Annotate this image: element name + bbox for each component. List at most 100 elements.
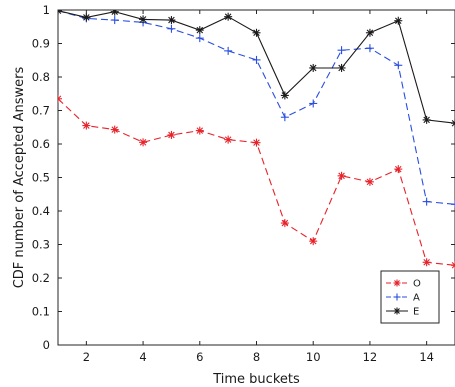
x-tick-label: 2 xyxy=(83,350,90,364)
series-a-point xyxy=(167,24,176,33)
legend-item-e-marker xyxy=(393,307,401,315)
y-tick-label: 0.2 xyxy=(32,271,50,285)
series-e-point-d2 xyxy=(309,64,317,72)
series-o-point xyxy=(139,138,148,147)
series-e-point xyxy=(110,10,119,16)
series-o-point xyxy=(167,130,176,139)
series-e-point xyxy=(82,13,91,22)
series-e-point-d2 xyxy=(281,92,289,99)
series-e-point-d2 xyxy=(423,116,430,124)
legend-item-o-marker-d2 xyxy=(394,280,400,286)
series-o-point xyxy=(451,261,455,270)
y-tick-label: 0.4 xyxy=(32,204,50,218)
series-e-point-d2 xyxy=(111,10,118,15)
legend-item-o-label: O xyxy=(413,279,421,290)
series-e-point xyxy=(139,15,148,24)
x-tick-label: 6 xyxy=(196,350,203,364)
series-o-point-d2 xyxy=(168,131,175,139)
series-o-point-d2 xyxy=(451,264,455,269)
series-e-point-d1 xyxy=(58,10,62,14)
series-a-point xyxy=(451,200,455,209)
x-tick-label: 12 xyxy=(363,350,378,364)
series-o-point xyxy=(252,138,261,147)
series-a-point xyxy=(224,46,233,55)
series-e-point xyxy=(58,10,62,15)
series-o-point xyxy=(82,121,91,130)
series-o-point xyxy=(394,165,403,174)
series-e-point-d2 xyxy=(366,29,374,37)
series-o-point-d2 xyxy=(395,165,402,173)
series-a-point xyxy=(110,16,119,25)
series-o-point xyxy=(110,125,119,134)
series-o-point xyxy=(337,171,346,180)
x-tick-label: 14 xyxy=(419,350,434,364)
series-a xyxy=(58,10,455,209)
series-e-point-d2 xyxy=(253,29,260,37)
legend-item-o: O xyxy=(386,279,421,290)
series-o-point-d2 xyxy=(224,136,232,143)
x-tick-label: 10 xyxy=(306,350,321,364)
series-e-point xyxy=(422,115,431,124)
series-o-point-d2 xyxy=(111,126,118,133)
series-e-point xyxy=(224,12,233,21)
series-o-point-d2 xyxy=(139,139,147,146)
y-tick-label: 0.7 xyxy=(32,104,50,118)
y-tick-label: 0.3 xyxy=(32,238,50,252)
series-o-point-d2 xyxy=(366,178,374,186)
series-o-point-d2 xyxy=(338,172,345,180)
x-tick-label: 8 xyxy=(253,350,260,364)
series-o-point-d2 xyxy=(423,258,430,266)
series-a-point xyxy=(365,44,374,53)
legend-item-a-label: A xyxy=(413,293,420,304)
x-tick-label: 4 xyxy=(139,350,146,364)
y-tick-label: 0.6 xyxy=(32,137,50,151)
series-o-point xyxy=(195,126,204,135)
y-tick-label: 0 xyxy=(43,338,50,352)
series-o-point-d1 xyxy=(58,97,62,103)
legend: OAE xyxy=(380,270,440,324)
series-e-point xyxy=(167,16,176,25)
axis-layer: 00.10.20.30.40.50.60.70.80.912 4 6 8 10 12 14 xyxy=(32,3,455,364)
series-a-point xyxy=(337,46,346,55)
legend-item-a-marker xyxy=(393,293,401,301)
series-o-point xyxy=(224,135,233,144)
y-tick-label: 1 xyxy=(43,3,50,17)
series-o-point-d1 xyxy=(451,262,455,267)
series-e-point xyxy=(195,26,204,35)
series-o-point-d2 xyxy=(253,139,260,146)
series-o-point xyxy=(422,258,431,267)
y-tick-label: 0.1 xyxy=(32,305,50,319)
series-a-line xyxy=(58,10,455,205)
series-o-point-d2 xyxy=(196,127,204,134)
series-a-point xyxy=(195,34,204,43)
series-e-point-d2 xyxy=(196,26,204,34)
series-e-point-d1 xyxy=(451,119,455,125)
series-e-point xyxy=(365,28,374,37)
series-e-point xyxy=(451,119,455,128)
series-e-point xyxy=(309,63,318,72)
series-a-point xyxy=(394,61,403,70)
series-o-point-d2 xyxy=(58,95,62,100)
y-tick-label: 0.8 xyxy=(32,70,50,84)
series-o-point xyxy=(280,219,289,228)
series-e-point-d2 xyxy=(224,13,232,20)
series-a-point xyxy=(280,113,289,122)
series-a-point xyxy=(422,197,431,206)
series-o-point-d2 xyxy=(281,219,289,227)
series-e-point-d2 xyxy=(451,122,455,127)
series-e-point-d2 xyxy=(139,16,147,23)
y-tick-label: 0.5 xyxy=(32,171,50,185)
legend-item-e: E xyxy=(386,307,419,318)
series-e-point xyxy=(337,63,346,72)
series-e-point-d2 xyxy=(338,64,345,72)
legend-item-a: A xyxy=(386,293,420,304)
series-e xyxy=(58,10,455,128)
series-a-point xyxy=(252,55,261,64)
legend-item-e-label: E xyxy=(413,307,419,318)
series-o-point xyxy=(309,237,318,246)
series-e-point xyxy=(280,91,289,100)
legend-item-o-marker xyxy=(393,279,401,287)
series-e-point xyxy=(252,28,261,37)
